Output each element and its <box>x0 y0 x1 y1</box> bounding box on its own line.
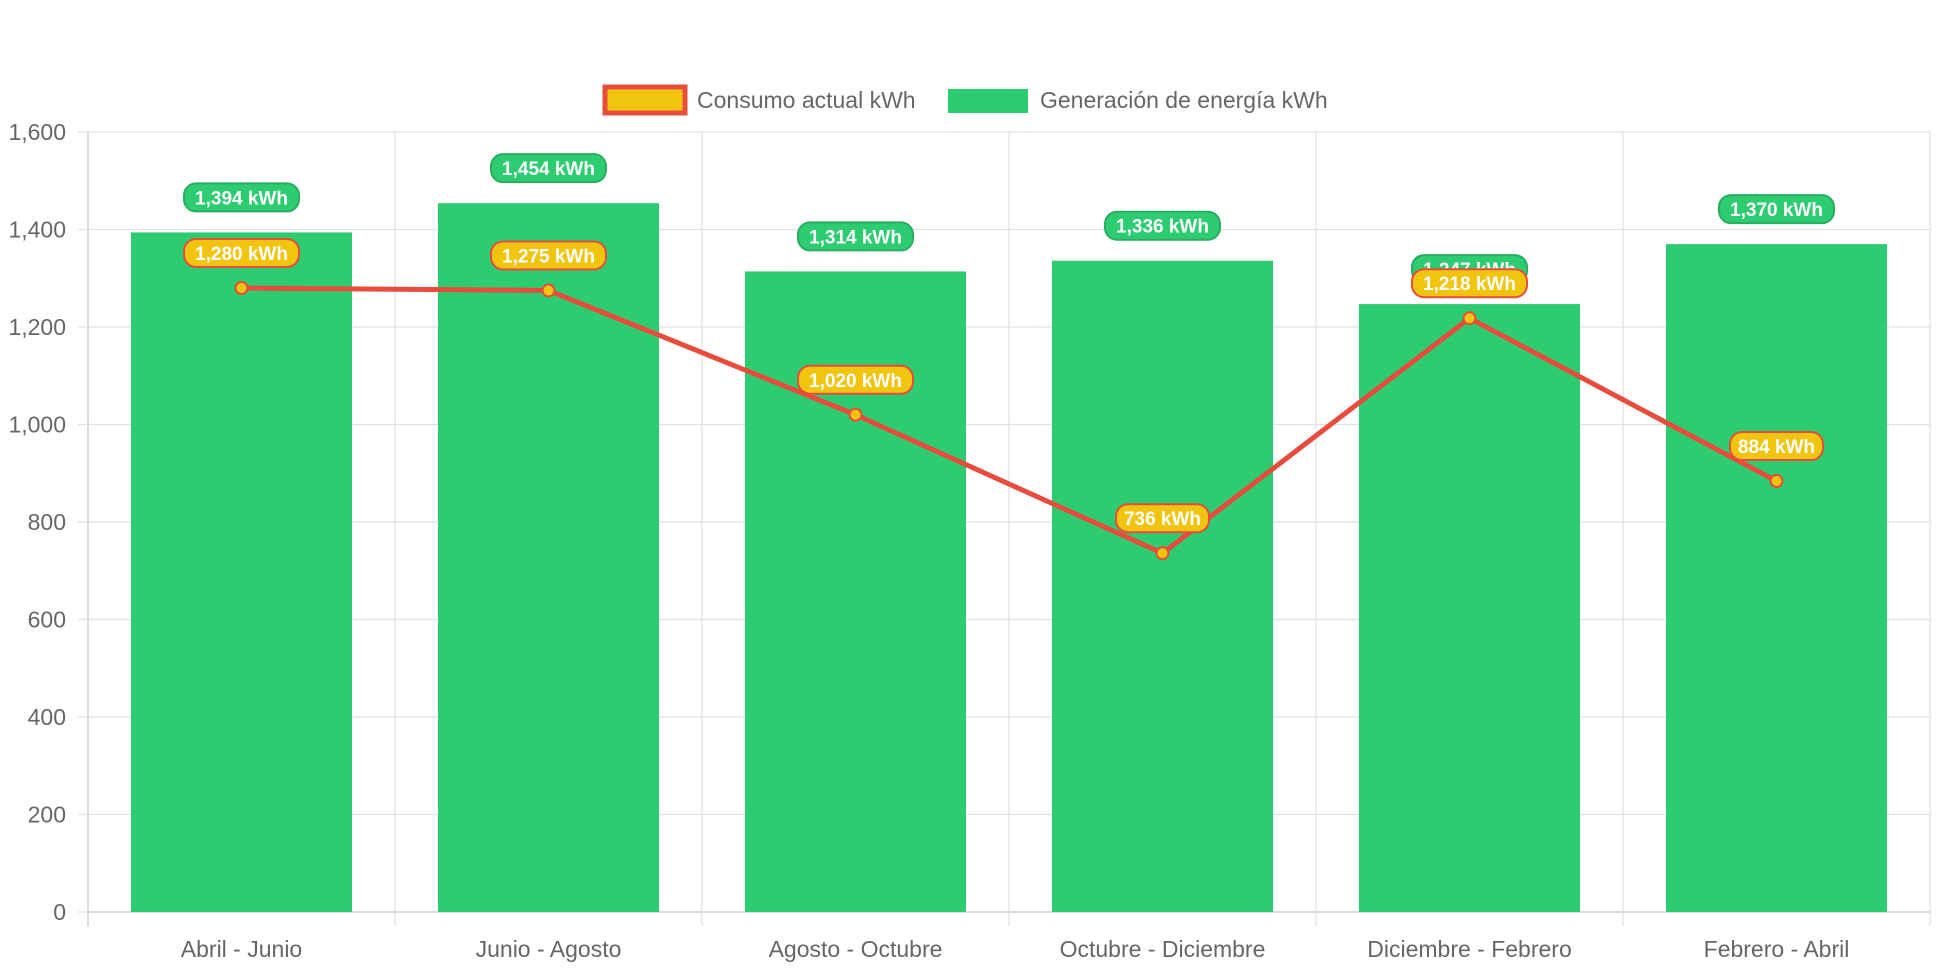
data-label-consumo: 736 kWh <box>1116 504 1209 532</box>
data-label-generacion: 1,370 kWh <box>1719 195 1834 223</box>
data-label-consumo-text: 1,218 kWh <box>1423 274 1516 295</box>
tick-label-x: Junio - Agosto <box>476 936 622 962</box>
legend: Consumo actual kWh Generación de energía… <box>605 87 1328 113</box>
data-label-generacion-text: 1,394 kWh <box>195 188 288 209</box>
bar-generacion <box>131 232 352 912</box>
tick-label-x: Octubre - Diciembre <box>1060 936 1266 962</box>
tick-label-y: 600 <box>28 607 66 633</box>
data-label-consumo: 1,280 kWh <box>184 239 299 267</box>
legend-item-consumo[interactable]: Consumo actual kWh <box>605 87 916 113</box>
data-label-generacion-text: 1,370 kWh <box>1730 200 1823 221</box>
data-label-consumo-text: 884 kWh <box>1738 437 1815 458</box>
data-label-generacion-text: 1,454 kWh <box>502 159 595 180</box>
data-label-consumo-text: 1,020 kWh <box>809 371 902 392</box>
data-label-consumo: 1,218 kWh <box>1412 269 1527 297</box>
point-consumo <box>236 282 248 294</box>
legend-swatch-consumo <box>605 87 685 113</box>
tick-label-x: Febrero - Abril <box>1704 936 1850 962</box>
data-label-generacion-text: 1,314 kWh <box>809 227 902 248</box>
bar-generacion <box>1052 261 1273 912</box>
bar-generacion <box>1666 244 1887 912</box>
tick-label-y: 800 <box>28 509 66 535</box>
tick-label-x: Diciembre - Febrero <box>1367 936 1572 962</box>
tick-label-x: Agosto - Octubre <box>769 936 943 962</box>
bar-generacion <box>438 203 659 912</box>
data-label-consumo: 1,275 kWh <box>491 241 606 269</box>
tick-label-y: 1,400 <box>8 217 66 243</box>
data-label-consumo: 1,020 kWh <box>798 366 913 394</box>
point-consumo <box>1771 475 1783 487</box>
data-label-generacion: 1,336 kWh <box>1105 212 1220 240</box>
data-label-consumo: 884 kWh <box>1730 432 1823 460</box>
point-consumo <box>543 284 555 296</box>
data-label-generacion: 1,454 kWh <box>491 154 606 182</box>
legend-label-generacion: Generación de energía kWh <box>1040 87 1328 113</box>
grid <box>88 132 1930 926</box>
bar-generacion <box>1359 304 1580 912</box>
tick-label-y: 200 <box>28 802 66 828</box>
tick-label-y: 1,600 <box>8 119 66 145</box>
legend-item-generacion[interactable]: Generación de energía kWh <box>948 87 1328 113</box>
tick-label-y: 0 <box>53 899 66 925</box>
tick-label-y: 400 <box>28 704 66 730</box>
tick-label-x: Abril - Junio <box>181 936 302 962</box>
tick-label-y: 1,000 <box>8 412 66 438</box>
point-consumo <box>1464 312 1476 324</box>
data-label-consumo-text: 736 kWh <box>1124 509 1201 530</box>
data-label-generacion: 1,394 kWh <box>184 183 299 211</box>
data-label-consumo-text: 1,280 kWh <box>195 244 288 265</box>
legend-label-consumo: Consumo actual kWh <box>697 87 916 113</box>
legend-swatch-generacion <box>948 89 1028 113</box>
data-label-consumo-text: 1,275 kWh <box>502 246 595 267</box>
data-label-generacion: 1,314 kWh <box>798 222 913 250</box>
tick-label-y: 1,200 <box>8 314 66 340</box>
data-label-generacion-text: 1,336 kWh <box>1116 217 1209 238</box>
point-consumo <box>850 409 862 421</box>
point-consumo <box>1157 547 1169 559</box>
